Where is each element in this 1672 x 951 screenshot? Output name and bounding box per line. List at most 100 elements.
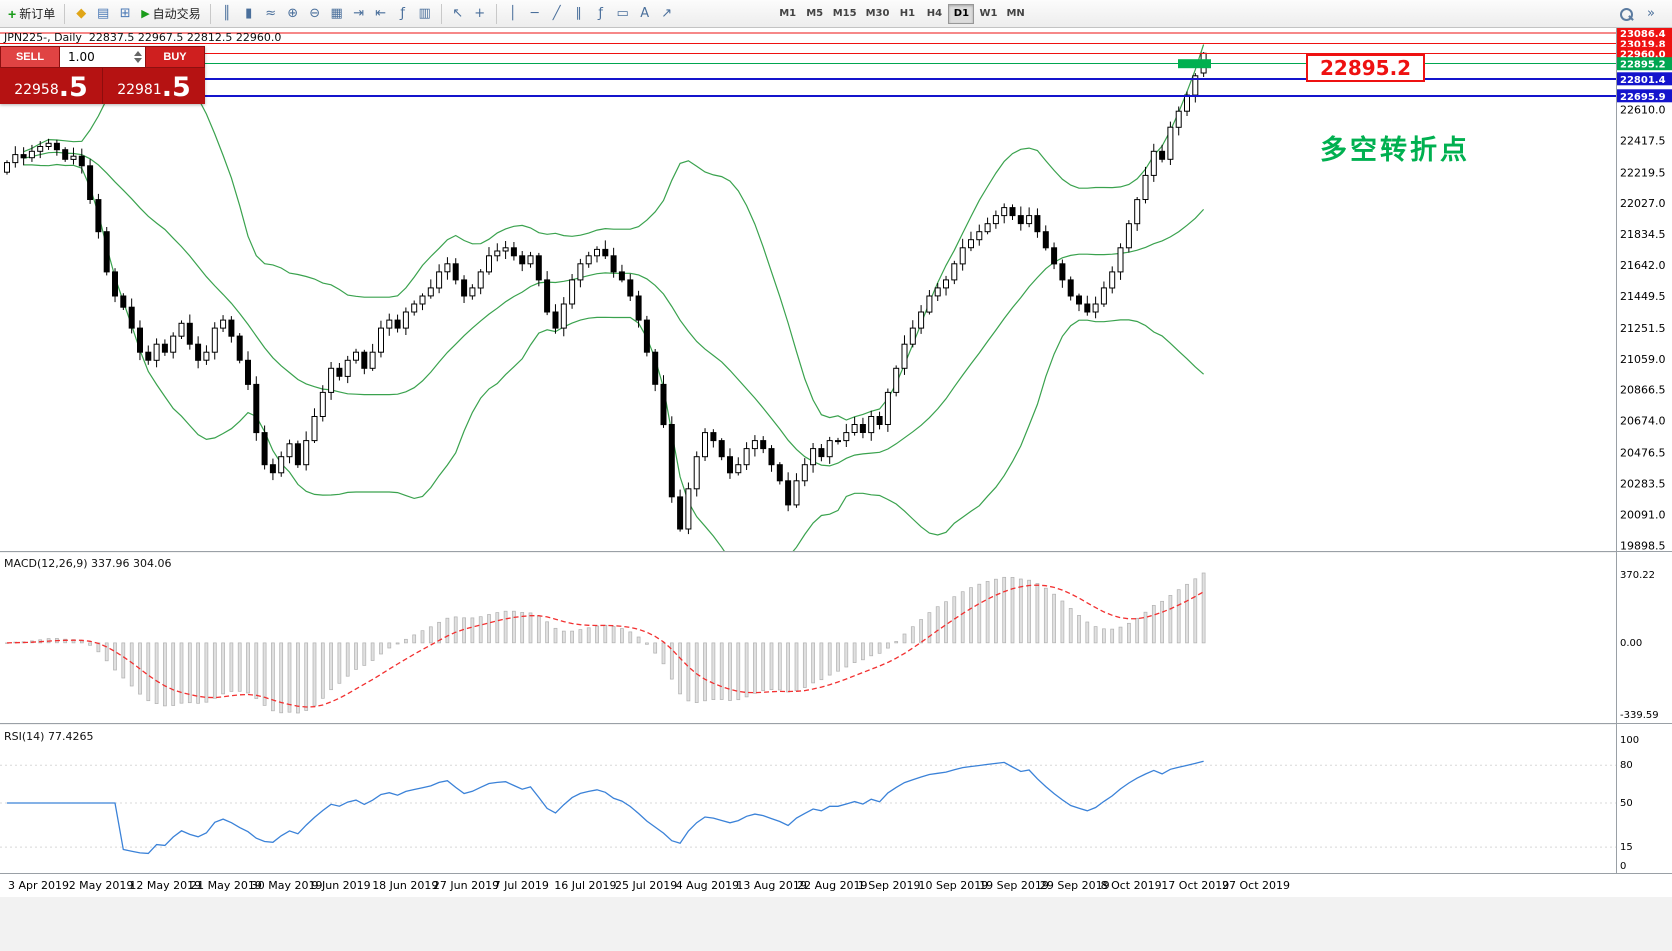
svg-text:10 Sep 2019: 10 Sep 2019 <box>919 879 989 892</box>
arrows-icon[interactable]: ↗ <box>661 6 673 22</box>
sell-button[interactable]: SELL <box>0 46 60 68</box>
volume-up-icon[interactable] <box>134 51 142 56</box>
vertical-line-icon[interactable]: │ <box>508 6 517 22</box>
new-order-icon: + <box>8 5 17 22</box>
tile-windows-icon[interactable]: ▦ <box>330 6 343 22</box>
svg-text:27 Jun 2019: 27 Jun 2019 <box>433 879 499 892</box>
rsi-label: RSI(14) 77.4265 <box>4 730 93 743</box>
svg-text:22960.0: 22960.0 <box>1620 49 1666 60</box>
svg-text:13 Aug 2019: 13 Aug 2019 <box>736 879 806 892</box>
svg-text:21834.5: 21834.5 <box>1620 228 1666 241</box>
sell-price-main: 22958 <box>14 82 59 98</box>
fibonacci-icon[interactable]: ƒ <box>598 6 603 22</box>
svg-text:20866.5: 20866.5 <box>1620 384 1666 397</box>
sell-price[interactable]: 22958.5 <box>0 68 103 104</box>
timeframe-d1[interactable]: D1 <box>948 3 975 24</box>
navigator-icon[interactable]: ⊞ <box>119 6 131 22</box>
toolbar-separator <box>209 3 211 24</box>
volume-stepper[interactable] <box>134 51 142 63</box>
svg-text:29 Sep 2019: 29 Sep 2019 <box>1040 879 1110 892</box>
auto-scroll-icon[interactable]: ⇥ <box>353 6 365 22</box>
svg-text:20674.0: 20674.0 <box>1620 415 1666 428</box>
candlestick-chart-icon[interactable]: ▮ <box>245 6 253 22</box>
svg-text:0: 0 <box>1620 861 1626 872</box>
svg-text:20476.5: 20476.5 <box>1620 446 1666 459</box>
toolbar-more-icon[interactable]: » <box>1647 6 1655 21</box>
svg-text:23019.8: 23019.8 <box>1620 40 1666 51</box>
timeframe-w1[interactable]: W1 <box>979 8 998 19</box>
svg-text:80: 80 <box>1620 760 1633 771</box>
svg-text:22219.5: 22219.5 <box>1620 166 1666 179</box>
channel-icon[interactable]: ∥ <box>575 6 582 22</box>
svg-text:19898.5: 19898.5 <box>1620 539 1666 552</box>
autotrading-button[interactable]: ▶ 自动交易 <box>137 3 204 25</box>
svg-text:23086.4: 23086.4 <box>1620 29 1666 40</box>
zoom-in-icon[interactable]: ⊕ <box>287 6 299 22</box>
svg-text:8 Oct 2019: 8 Oct 2019 <box>1101 879 1162 892</box>
svg-text:17 Oct 2019: 17 Oct 2019 <box>1161 879 1229 892</box>
svg-text:21 May 2019: 21 May 2019 <box>190 879 262 892</box>
zoom-out-icon[interactable]: ⊖ <box>309 6 321 22</box>
rsi-title: RSI(14) <box>4 730 45 743</box>
timeframe-h4[interactable]: H4 <box>926 8 943 19</box>
sell-price-frac: .5 <box>58 72 88 103</box>
chart-area[interactable]: 370.22 0.00 -339.59 100 80 50 15 0 22610.0 22417.… <box>0 28 1672 951</box>
timeframe-m30[interactable]: M30 <box>865 8 890 19</box>
svg-text:2 May 2019: 2 May 2019 <box>69 879 134 892</box>
panel-icons-group: ◆ ▤ ⊞ <box>70 2 136 25</box>
horizontal-line-icon[interactable]: ─ <box>530 6 539 22</box>
volume-value: 1.00 <box>68 50 95 64</box>
trendline-icon[interactable]: ╱ <box>552 6 561 22</box>
macd-title: MACD(12,26,9) <box>4 557 88 570</box>
volume-down-icon[interactable] <box>134 58 142 63</box>
toolbar-separator <box>64 3 66 24</box>
chart-canvas[interactable]: 370.22 0.00 -339.59 100 80 50 15 0 22610.0 22417.… <box>0 28 1672 951</box>
indicators-icon[interactable]: ƒ <box>400 6 405 22</box>
toolbar-right-group: » <box>1614 3 1662 25</box>
market-watch-icon[interactable]: ◆ <box>76 6 87 22</box>
autotrading-label: 自动交易 <box>152 7 201 21</box>
svg-text:18 Jun 2019: 18 Jun 2019 <box>372 879 438 892</box>
buy-price[interactable]: 22981.5 <box>103 68 205 104</box>
chart-annotation: 多空转折点 <box>1320 135 1470 166</box>
one-click-trading-panel: SELL 1.00 BUY 22958.5 22981.5 <box>0 46 205 104</box>
buy-button[interactable]: BUY <box>145 46 205 68</box>
svg-text:20283.5: 20283.5 <box>1620 477 1666 490</box>
objects-list-icon[interactable]: ▥ <box>418 6 431 22</box>
buy-price-frac: .5 <box>161 72 191 103</box>
volume-input[interactable]: 1.00 <box>60 46 145 68</box>
search-icon[interactable] <box>1614 3 1636 25</box>
svg-text:3 Apr 2019: 3 Apr 2019 <box>8 879 69 892</box>
line-chart-icon[interactable]: ≈ <box>265 6 277 22</box>
symbol-info: JPN225-, Daily 22837.5 22967.5 22812.5 2… <box>4 31 282 44</box>
timeframe-m5[interactable]: M5 <box>806 8 824 19</box>
timeframe-mn[interactable]: MN <box>1006 8 1025 19</box>
cursor-icon[interactable]: ↖ <box>452 6 464 22</box>
shapes-icon[interactable]: ▭ <box>616 6 629 22</box>
crosshair-icon[interactable]: + <box>474 6 486 22</box>
timeframe-m15[interactable]: M15 <box>832 8 857 19</box>
svg-text:21642.0: 21642.0 <box>1620 259 1666 272</box>
svg-text:21251.5: 21251.5 <box>1620 322 1666 335</box>
price-level-label[interactable]: 22895.2 <box>1306 54 1426 82</box>
buy-price-main: 22981 <box>117 82 162 98</box>
svg-text:16 Jul 2019: 16 Jul 2019 <box>554 879 616 892</box>
svg-text:22417.5: 22417.5 <box>1620 135 1666 148</box>
draw-icons-group: │ ─ ╱ ∥ ƒ ▭ A ↗ <box>502 2 678 25</box>
toolbar-separator <box>440 3 442 24</box>
bar-chart-icon[interactable]: ║ <box>222 6 231 22</box>
timeframe-h1[interactable]: H1 <box>899 8 916 19</box>
chart-icons-group: ║ ▮ ≈ ⊕ ⊖ ▦ ⇥ ⇤ ƒ ▥ <box>216 2 436 25</box>
toolbar: + 新订单 ◆ ▤ ⊞ ▶ 自动交易 ║ ▮ ≈ ⊕ ⊖ ▦ ⇥ ⇤ ƒ ▥ ↖ + │ ─ ╱ ∥ ƒ ▭ A ↗ … <box>0 0 1672 28</box>
data-window-icon[interactable]: ▤ <box>97 6 110 22</box>
timeframe-m1[interactable]: M1 <box>779 8 797 19</box>
chart-shift-icon[interactable]: ⇤ <box>375 6 387 22</box>
text-icon[interactable]: A <box>640 6 650 22</box>
svg-text:100: 100 <box>1620 735 1639 746</box>
svg-text:25 Jul 2019: 25 Jul 2019 <box>615 879 677 892</box>
svg-text:-339.59: -339.59 <box>1620 710 1659 721</box>
svg-text:7 Jul 2019: 7 Jul 2019 <box>494 879 549 892</box>
rsi-value: 77.4265 <box>47 730 94 743</box>
svg-text:27 Oct 2019: 27 Oct 2019 <box>1222 879 1290 892</box>
new-order-button[interactable]: + 新订单 <box>4 3 59 25</box>
